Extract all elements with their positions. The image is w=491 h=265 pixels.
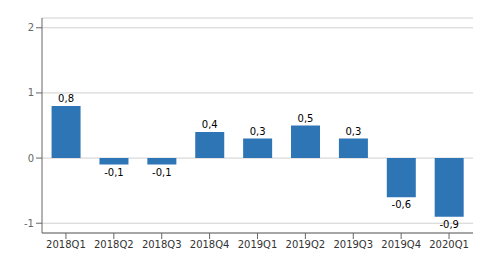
svg-text:2020Q1: 2020Q1 bbox=[429, 239, 469, 250]
svg-text:0,4: 0,4 bbox=[202, 119, 218, 130]
svg-text:2019Q3: 2019Q3 bbox=[333, 239, 373, 250]
svg-text:-0,1: -0,1 bbox=[152, 167, 172, 178]
svg-text:0,8: 0,8 bbox=[58, 93, 74, 104]
svg-text:2018Q3: 2018Q3 bbox=[142, 239, 182, 250]
svg-text:-1: -1 bbox=[24, 218, 34, 229]
svg-text:0: 0 bbox=[28, 153, 34, 164]
svg-text:2018Q4: 2018Q4 bbox=[190, 239, 230, 250]
svg-text:0,3: 0,3 bbox=[250, 126, 266, 137]
svg-text:-0,9: -0,9 bbox=[439, 219, 459, 230]
svg-text:1: 1 bbox=[28, 87, 34, 98]
svg-text:-0,6: -0,6 bbox=[392, 199, 412, 210]
svg-text:0,3: 0,3 bbox=[345, 126, 361, 137]
svg-text:2018Q1: 2018Q1 bbox=[46, 239, 86, 250]
svg-text:2019Q2: 2019Q2 bbox=[286, 239, 326, 250]
svg-text:-0,1: -0,1 bbox=[104, 167, 124, 178]
svg-text:0,5: 0,5 bbox=[298, 113, 314, 124]
svg-text:2: 2 bbox=[28, 22, 34, 33]
svg-text:2019Q1: 2019Q1 bbox=[238, 239, 278, 250]
svg-text:2019Q4: 2019Q4 bbox=[381, 239, 421, 250]
svg-text:2018Q2: 2018Q2 bbox=[94, 239, 134, 250]
